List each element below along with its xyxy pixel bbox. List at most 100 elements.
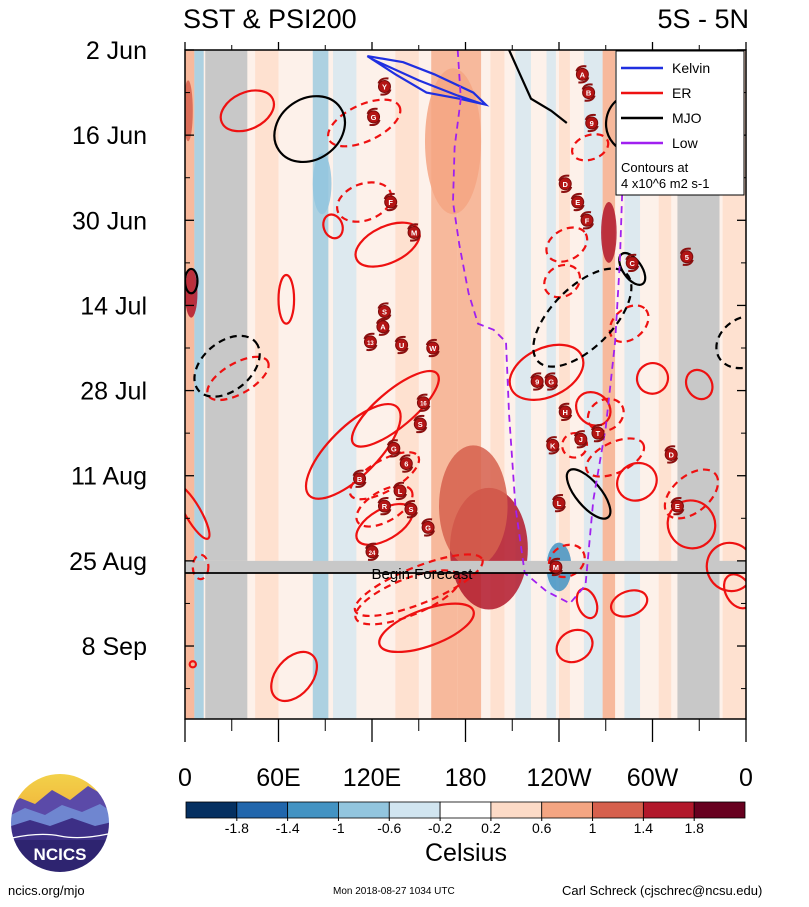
cyclone-swirl [352,469,367,488]
forecast-label: Begin Forecast [372,566,474,583]
cyclone-label: L [557,499,562,508]
cyclone-dot [582,86,596,100]
cyclone-dot [416,396,430,410]
cyclone-swirl [591,424,605,443]
cyclone-swirl [375,317,390,336]
er-contour-14 [684,368,714,401]
cyclone-marker-30: R [377,496,392,516]
cyclone-label: G [391,444,397,453]
cyclone-label: 9 [535,377,539,386]
cyclone-marker-27: 6 [399,454,414,473]
y-tick-label-1: 16 Jun [72,122,147,150]
cyclone-swirl [584,113,599,133]
cyclone-swirl [670,496,685,516]
cyclone-swirl [544,372,559,391]
er-contour-32 [353,553,484,618]
er-contour-31 [355,484,414,528]
cyclone-label: T [596,429,601,438]
cyclone-label: 6 [404,460,408,469]
sst-band-5 [395,50,419,719]
cyclone-swirl [393,481,407,501]
cyclone-dot [404,502,418,516]
colorbar-swatch-4 [388,801,441,819]
cyclone-dot [395,338,409,352]
colorbar-tick-label-0: -1.8 [225,820,249,836]
er-contour-13 [705,541,746,593]
cyclone-marker-8: F [580,211,594,230]
cyclone-marker-21: H [558,402,573,422]
cyclone-swirl [664,445,679,464]
legend: Kelvin ER MJO Low Contours at 4 x10^6 m2 s-… [615,50,745,196]
sst-band-11 [559,50,570,719]
colorbar-swatch-5 [439,801,492,819]
cyclone-label: L [398,487,403,496]
footer-url[interactable]: ncics.org/mjo [8,883,85,898]
cyclone-label: B [357,475,363,484]
y-tick-label-3: 14 Jul [80,292,147,320]
cyclone-dot [625,256,639,270]
x-tick-label-5: 60W [627,764,679,792]
cyclone-dot [377,499,391,513]
sst-band-2 [255,50,279,719]
colorbar-swatch-7 [541,801,593,819]
cyclone-dot [670,499,684,513]
cyclone-dot [574,432,588,446]
cyclone-swirl [625,253,640,273]
sst-band-3 [312,50,329,719]
cyclone-label: M [411,228,417,237]
cyclone-marker-24: K [545,436,560,455]
cyclone-label: M [553,563,559,572]
cyclone-dot [552,496,566,510]
legend-label-er: ER [672,85,691,101]
cyclone-dot [591,426,605,440]
colorbar-tick-label-9: 1.8 [684,820,704,836]
legend-label-kelvin: Kelvin [672,60,710,76]
cyclone-dot [363,335,377,349]
er-contour-16 [185,484,211,540]
chart-title-right: 5S - 5N [657,4,749,34]
cyclone-label: 9 [590,119,594,128]
cyclone-swirl [363,332,378,352]
cyclone-label: K [550,441,556,450]
er-contour-34 [585,437,646,478]
mjo-contour-48 [193,334,261,398]
er-contour-11 [616,461,658,502]
sst-patch-7 [185,80,193,142]
er-contour-17 [609,589,649,618]
logo-text: NCICS [34,845,87,864]
er-contour-2 [219,89,275,133]
cyclone-marker-1: G [366,107,381,127]
missing-data-strip [185,560,746,574]
cyclone-label: S [408,505,413,514]
er-contour-7 [350,369,440,448]
cyclone-label: 24 [369,551,376,557]
colorbar-swatch-8 [592,801,644,819]
sst-band-14 [624,50,641,719]
cyclone-dot [664,447,678,461]
cyclone-dot [393,484,407,498]
cyclone-label: A [580,70,586,79]
cyclone-label: R [382,502,388,511]
cyclone-swirl [377,496,392,516]
cyclone-marker-22: T [591,424,605,443]
mjo-contour-49 [715,314,746,370]
footer-author: Carl Schreck (cjschrec@ncsu.edu) [562,883,763,898]
colorbar-tick-label-7: 1 [589,820,597,836]
cyclone-label: B [586,89,592,98]
mjo-contour-47 [532,267,633,368]
sst-patch-1 [424,68,482,215]
cyclone-marker-35: 24 [365,542,379,561]
cyclone-dot [558,177,572,191]
er-contour-21 [270,650,318,703]
cyclone-dot [575,67,589,81]
cyclone-label: D [563,180,569,189]
colorbar: -1.8 -1.4 -1 -0.6 -0.2 0.2 0.6 1 1.4 1.8 [185,801,746,836]
cyclone-marker-6: F [383,192,398,212]
sst-band-13 [602,50,616,719]
er-contour-26 [545,226,589,263]
cyclone-dot [530,374,544,388]
x-tick-label-6: 0 [739,764,753,792]
y-tick-label-7: 8 Sep [82,633,147,661]
cyclone-swirl [530,372,545,391]
